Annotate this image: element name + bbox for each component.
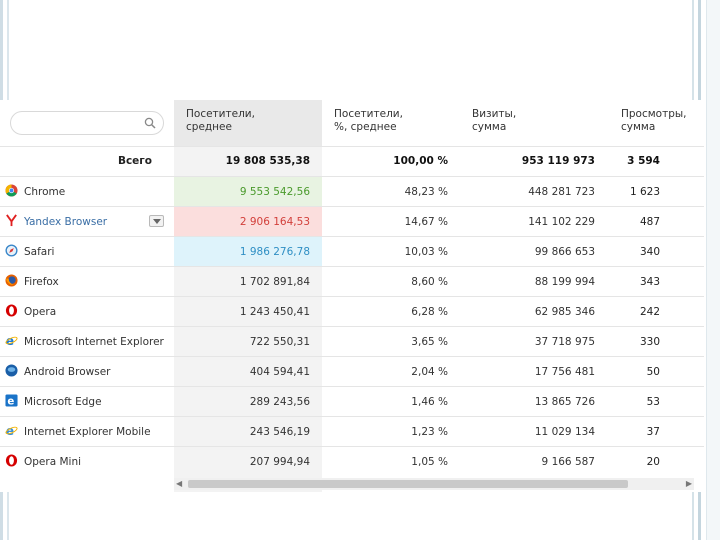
row-divider (0, 236, 704, 237)
browser-name: Chrome (24, 186, 66, 198)
visitors-cell: 243 546,19 (249, 426, 310, 438)
horizontal-scrollbar[interactable]: ◀ ▶ (174, 478, 694, 490)
visits-cell: 17 756 481 (534, 366, 595, 378)
visits-cell: 99 866 653 (534, 246, 595, 258)
percent-cell: 10,03 % (404, 246, 448, 258)
column-header-views[interactable]: Просмотры, сумма (621, 108, 687, 133)
row-divider (0, 446, 704, 447)
firefox-icon (5, 274, 18, 287)
search-icon (144, 117, 156, 129)
visitors-cell: 289 243,56 (249, 396, 310, 408)
visitors-cell: 1 243 450,41 (239, 306, 310, 318)
total-visitors: 19 808 535,38 (225, 155, 310, 167)
sorted-column-header (174, 100, 322, 146)
row-menu-button[interactable] (149, 215, 164, 227)
views-cell: 37 (646, 426, 660, 438)
row-divider (0, 356, 704, 357)
percent-cell: 3,65 % (411, 336, 448, 348)
internet-explorer-icon: e (5, 334, 18, 347)
views-cell: 330 (639, 336, 660, 348)
opera-icon (5, 304, 18, 317)
percent-cell: 14,67 % (404, 216, 448, 228)
browser-name-link[interactable]: Yandex Browser (24, 216, 108, 228)
percent-cell: 48,23 % (404, 186, 448, 198)
browser-name: Opera (24, 306, 57, 318)
yandex-browser-icon (6, 214, 17, 227)
browser-name: Opera Mini (24, 456, 82, 468)
browser-name: Android Browser (24, 366, 111, 378)
percent-cell: 1,46 % (411, 396, 448, 408)
chrome-icon (5, 184, 18, 197)
report-table: Посетители, среднее Посетители, %, средн… (0, 100, 704, 492)
svg-text:e: e (7, 397, 14, 407)
total-percent: 100,00 % (393, 155, 448, 167)
percent-cell: 6,28 % (411, 306, 448, 318)
percent-cell: 8,60 % (411, 276, 448, 288)
column-header-visitors-percent[interactable]: Посетители, %, среднее (334, 108, 403, 133)
opera-mini-icon (5, 454, 18, 467)
visitors-cell: 1 702 891,84 (239, 276, 310, 288)
row-divider (0, 176, 704, 177)
views-cell: 50 (646, 366, 660, 378)
row-divider (0, 206, 704, 207)
visits-cell: 62 985 346 (534, 306, 595, 318)
browser-name: Microsoft Internet Explorer (24, 336, 164, 348)
visitors-cell: 722 550,31 (249, 336, 310, 348)
row-divider (0, 266, 704, 267)
highlight-cell (174, 237, 322, 266)
browser-name: Microsoft Edge (24, 396, 102, 408)
views-cell: 242 (639, 306, 660, 318)
column-header-visitors[interactable]: Посетители, среднее (186, 108, 255, 133)
total-views: 3 594 (627, 155, 660, 167)
search-input[interactable] (10, 111, 164, 135)
visits-cell: 9 166 587 (541, 456, 595, 468)
views-cell: 340 (639, 246, 660, 258)
android-browser-icon (5, 364, 18, 377)
safari-icon (5, 244, 18, 257)
scroll-right-icon[interactable]: ▶ (685, 479, 692, 488)
frame-stripe (706, 0, 720, 540)
edge-icon: e (5, 394, 18, 407)
svg-text:e: e (6, 424, 14, 437)
visits-cell: 13 865 726 (534, 396, 595, 408)
scroll-thumb[interactable] (188, 480, 628, 488)
row-divider (0, 386, 704, 387)
row-divider (0, 326, 704, 327)
row-divider (0, 296, 704, 297)
views-cell: 53 (646, 396, 660, 408)
percent-cell: 1,23 % (411, 426, 448, 438)
percent-cell: 2,04 % (411, 366, 448, 378)
highlight-cell (174, 207, 322, 236)
scroll-left-icon[interactable]: ◀ (176, 479, 183, 488)
chevron-down-icon (153, 219, 161, 224)
visits-cell: 37 718 975 (534, 336, 595, 348)
row-divider (0, 146, 704, 147)
visitors-cell: 9 553 542,56 (239, 186, 310, 198)
views-cell: 343 (639, 276, 660, 288)
visits-cell: 448 281 723 (528, 186, 595, 198)
visitors-cell: 2 906 164,53 (239, 216, 310, 228)
total-label: Всего (117, 155, 152, 167)
views-cell: 1 623 (629, 186, 660, 198)
views-cell: 20 (646, 456, 660, 468)
visitors-cell: 207 994,94 (249, 456, 310, 468)
views-cell: 487 (639, 216, 660, 228)
visits-cell: 141 102 229 (528, 216, 595, 228)
visitors-cell: 1 986 276,78 (239, 246, 310, 258)
svg-text:e: e (6, 334, 14, 347)
visits-cell: 88 199 994 (534, 276, 595, 288)
browser-name: Firefox (24, 276, 59, 288)
browser-name: Internet Explorer Mobile (24, 426, 151, 438)
ie-mobile-icon: e (5, 424, 18, 437)
browser-name: Safari (24, 246, 55, 258)
visits-cell: 11 029 134 (534, 426, 595, 438)
column-header-visits[interactable]: Визиты, сумма (472, 108, 517, 133)
visitors-cell: 404 594,41 (249, 366, 310, 378)
total-visits: 953 119 973 (521, 155, 595, 167)
percent-cell: 1,05 % (411, 456, 448, 468)
highlight-cell (174, 177, 322, 206)
row-divider (0, 416, 704, 417)
